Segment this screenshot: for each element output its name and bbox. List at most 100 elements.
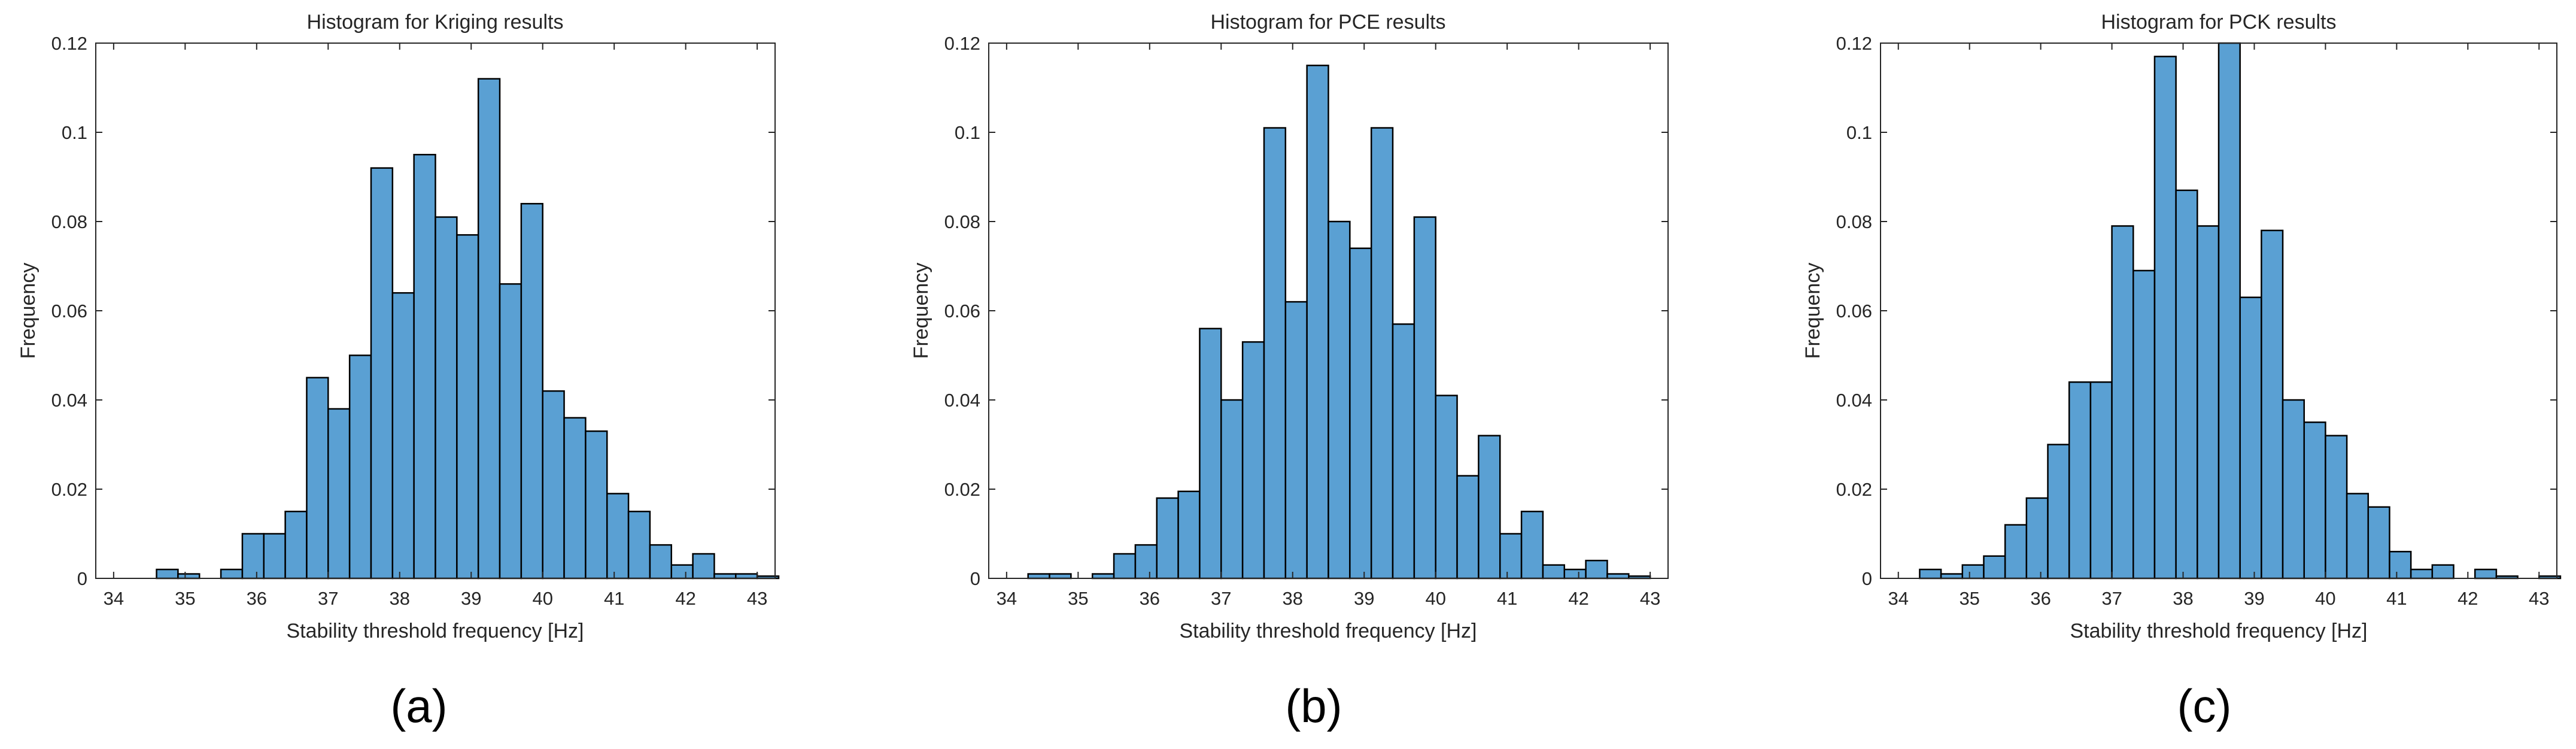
y-tick-label: 0.04 [51, 390, 87, 411]
histogram-bar [2474, 568, 2498, 580]
tick-group: 34 35 36 37 38 39 40 41 42 43 0 0.02 0.04 0.06 0.08 0.1… [1836, 33, 2557, 609]
y-tick-label: 0 [1862, 568, 1872, 589]
histogram-bar [370, 167, 394, 580]
histogram-bar [2346, 493, 2370, 580]
histogram-panel-pck: Histogram for PCK results 34 35 36 37 38 39 40… [1802, 11, 2562, 732]
tick-group: 34 35 36 37 38 39 40 41 42 43 0 0.02 0.04 0.06 0.08 0.1… [944, 33, 1668, 609]
y-tick-label: 0 [77, 568, 87, 589]
histogram-bar [1983, 555, 2006, 580]
y-tick-label: 0.08 [1836, 211, 1872, 232]
x-tick-label: 39 [1354, 588, 1374, 609]
histogram-bar [2111, 225, 2134, 580]
histogram-bar [1156, 497, 1179, 580]
histogram-bar [2389, 551, 2412, 580]
y-tick-label: 0.12 [1836, 33, 1872, 54]
histogram-bar [499, 283, 523, 580]
y-tick-label: 0.08 [944, 211, 980, 232]
histogram-bar [477, 78, 501, 580]
histogram-bar [670, 564, 694, 580]
histogram-bar [2133, 269, 2156, 580]
x-tick-label: 40 [2315, 588, 2335, 609]
histogram-bar [2047, 444, 2070, 580]
histogram-bar [327, 408, 351, 580]
x-tick-label: 34 [104, 588, 124, 609]
x-axis-label: Stability threshold frequency [Hz] [286, 620, 584, 642]
x-tick-label: 42 [1568, 588, 1588, 609]
histogram-bar [1961, 564, 1985, 580]
histogram-panel-pce: Histogram for PCE results 34 35 36 37 38 39 40… [910, 11, 1669, 732]
x-tick-label: 37 [318, 588, 338, 609]
y-axis-label: Frequency [17, 263, 40, 359]
histogram-bar [241, 533, 265, 580]
x-tick-label: 39 [2244, 588, 2264, 609]
x-tick-label: 36 [1140, 588, 1160, 609]
histogram-bar [1220, 399, 1244, 580]
chart-title: Histogram for Kriging results [307, 11, 564, 34]
y-tick-label: 0 [970, 568, 980, 589]
histogram-bar [1542, 564, 1566, 580]
histogram-bar [1520, 511, 1544, 580]
histogram-bar [306, 377, 329, 580]
panel-caption: (c) [2177, 680, 2232, 732]
y-tick-label: 0.02 [51, 479, 87, 500]
histogram-bar [435, 216, 458, 580]
bar-group [1919, 42, 2562, 580]
histogram-bar [2239, 296, 2262, 580]
histogram-bar [2303, 421, 2326, 580]
x-tick-label: 37 [1211, 588, 1231, 609]
histogram-bar [1199, 328, 1222, 580]
histogram-bar [542, 390, 565, 580]
histogram-bar [1392, 323, 1415, 580]
x-tick-label: 42 [2457, 588, 2478, 609]
histogram-bar [1328, 220, 1351, 580]
histogram-bar [1456, 475, 1480, 580]
x-tick-label: 41 [604, 588, 624, 609]
x-tick-label: 38 [390, 588, 410, 609]
y-tick-label: 0.08 [51, 211, 87, 232]
histogram-bar [1113, 553, 1137, 580]
histogram-bar [1349, 247, 1372, 580]
histogram-bar [2004, 524, 2028, 580]
histogram-bar [348, 354, 372, 580]
histogram-bar [563, 417, 587, 580]
histogram-bar [284, 511, 308, 580]
histogram-bar [1413, 216, 1436, 580]
x-tick-label: 35 [1068, 588, 1088, 609]
histogram-bar [263, 533, 286, 580]
histogram-panel-kriging: Histogram for Kriging results 34 35 36 37 38… [17, 11, 780, 732]
y-tick-label: 0.1 [62, 122, 87, 143]
histogram-bar [1134, 544, 1158, 580]
x-tick-label: 35 [1959, 588, 1979, 609]
x-axis-label: Stability threshold frequency [Hz] [2070, 620, 2367, 642]
histogram-bar [649, 544, 673, 580]
histogram-bar [627, 511, 651, 580]
x-tick-label: 38 [1283, 588, 1303, 609]
y-tick-label: 0.06 [944, 301, 980, 322]
y-tick-label: 0.1 [1846, 122, 1872, 143]
histogram-bar [606, 493, 630, 580]
histogram-bar [585, 430, 608, 580]
y-axis-label: Frequency [1802, 263, 1824, 359]
x-tick-label: 41 [1497, 588, 1517, 609]
histogram-bar [713, 573, 737, 580]
histogram-bar [692, 553, 715, 580]
x-tick-label: 41 [2386, 588, 2407, 609]
y-tick-label: 0.04 [1836, 390, 1872, 411]
tick-group: 34 35 36 37 38 39 40 41 42 43 0 0.02 0.04 0.06 0.08 0.1… [51, 33, 775, 609]
histogram-bar [2325, 435, 2348, 580]
histogram-bar [391, 292, 415, 580]
x-tick-label: 34 [997, 588, 1017, 609]
x-tick-label: 35 [175, 588, 195, 609]
histogram-bar [2367, 506, 2390, 580]
y-tick-label: 0.04 [944, 390, 980, 411]
histogram-bar [1241, 341, 1265, 580]
histogram-bar [2089, 381, 2113, 580]
histogram-bar [1091, 573, 1115, 580]
histogram-bar [520, 202, 543, 580]
histogram-bar [2068, 381, 2092, 580]
x-tick-label: 43 [747, 588, 767, 609]
y-tick-label: 0.12 [944, 33, 980, 54]
histogram-bar [156, 568, 179, 580]
y-tick-label: 0.1 [955, 122, 980, 143]
y-tick-label: 0.06 [51, 301, 87, 322]
